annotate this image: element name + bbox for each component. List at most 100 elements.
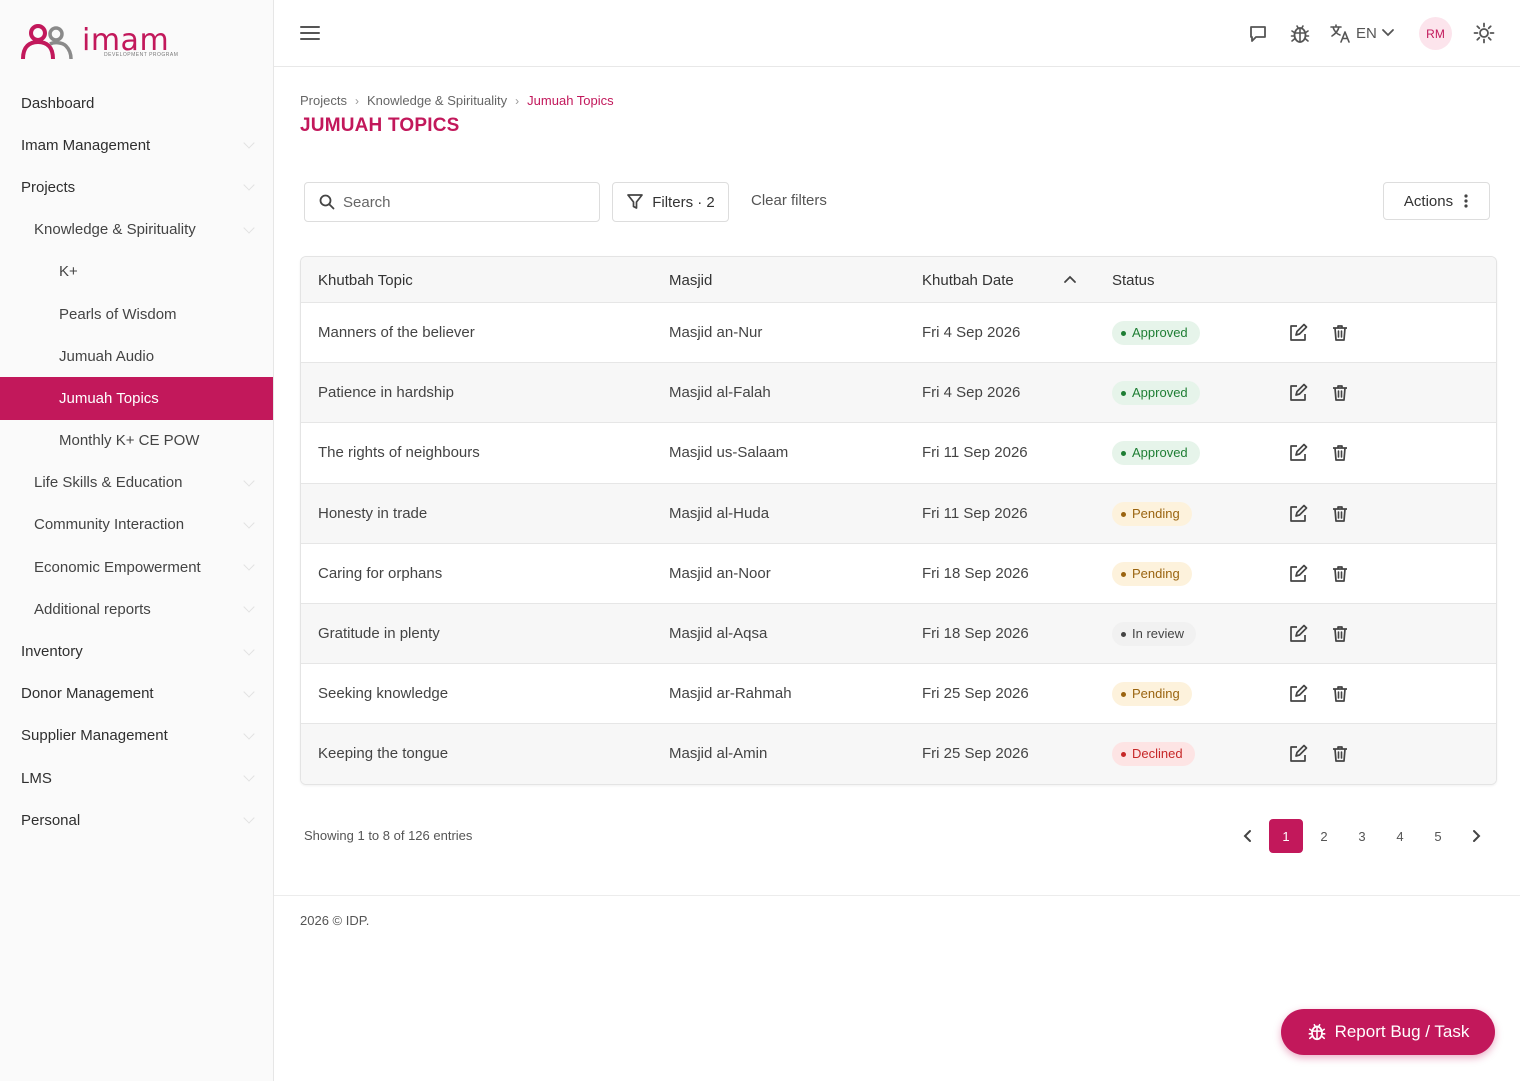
sidebar-item-k[interactable]: K+ — [0, 251, 273, 293]
sidebar-item-inventory[interactable]: Inventory — [0, 630, 273, 672]
cell-topic: Gratitude in plenty — [318, 624, 440, 642]
theme-toggle-button[interactable] — [1472, 21, 1496, 45]
breadcrumb-separator: › — [515, 93, 520, 108]
sidebar-item-projects[interactable]: Projects — [0, 166, 273, 208]
sidebar-item-label: Imam Management — [21, 136, 151, 154]
table-row[interactable]: Keeping the tongue Masjid al-Amin Fri 25 S… — [301, 724, 1496, 784]
sidebar-item-label: Pearls of Wisdom — [59, 305, 177, 323]
trash-icon[interactable] — [1330, 684, 1350, 704]
edit-icon[interactable] — [1288, 624, 1308, 644]
table-row[interactable]: The rights of neighbours Masjid us-Salaam… — [301, 423, 1496, 484]
language-label: EN — [1356, 24, 1377, 42]
search-input[interactable] — [343, 193, 573, 211]
cell-date: Fri 18 Sep 2026 — [922, 624, 1029, 642]
sidebar-item-label: Economic Empowerment — [34, 558, 201, 576]
sidebar-item-personal[interactable]: Personal — [0, 799, 273, 841]
sidebar-item-dashboard[interactable]: Dashboard — [0, 82, 273, 124]
sidebar-item-label: Inventory — [21, 643, 83, 661]
status-badge: Approved — [1112, 441, 1200, 466]
pagination-page-3[interactable]: 3 — [1358, 828, 1366, 844]
sidebar-item-label: LMS — [21, 769, 52, 787]
filters-button[interactable]: Filters · 2 — [612, 182, 729, 222]
sidebar-item-economic-empowerment[interactable]: Economic Empowerment — [0, 546, 273, 588]
trash-icon[interactable] — [1330, 624, 1350, 644]
report-bug-task-label: Report Bug / Task — [1334, 1022, 1470, 1041]
trash-icon[interactable] — [1330, 323, 1350, 343]
sidebar-item-donor-management[interactable]: Donor Management — [0, 673, 273, 715]
trash-icon[interactable] — [1330, 443, 1350, 463]
chat-button[interactable] — [1246, 22, 1270, 46]
sidebar-item-label: Additional reports — [34, 600, 151, 618]
column-header-masjid[interactable]: Masjid — [669, 272, 713, 289]
sidebar-item-label: Jumuah Topics — [59, 389, 159, 407]
sidebar-item-label: Donor Management — [21, 685, 154, 703]
pagination-next-button[interactable] — [1457, 819, 1495, 853]
sort-ascending-icon[interactable] — [1063, 274, 1077, 286]
pagination-page-1[interactable]: 1 — [1269, 819, 1303, 853]
sidebar-item-jumuah-topics[interactable]: Jumuah Topics — [0, 377, 273, 420]
cell-masjid: Masjid us-Salaam — [669, 444, 789, 462]
column-header-topic[interactable]: Khutbah Topic — [318, 272, 413, 289]
table-row[interactable]: Caring for orphans Masjid an-Noor Fri 18 S… — [301, 543, 1496, 604]
table-row[interactable]: Patience in hardship Masjid al-Falah Fri 4… — [301, 363, 1496, 424]
clear-filters-link[interactable]: Clear filters — [751, 192, 827, 209]
report-bug-task-button[interactable]: Report Bug / Task — [1281, 1009, 1495, 1055]
sidebar-item-imam-management[interactable]: Imam Management — [0, 124, 273, 166]
sun-icon — [1473, 22, 1495, 44]
logo-subtitle: DEVELOPMENT PROGRAM — [104, 52, 179, 58]
sidebar-item-pearls-of-wisdom[interactable]: Pearls of Wisdom — [0, 293, 273, 335]
status-badge: In review — [1112, 621, 1197, 646]
user-avatar[interactable]: RM — [1419, 17, 1452, 50]
hamburger-icon — [300, 26, 320, 40]
sidebar-item-additional-reports[interactable]: Additional reports — [0, 588, 273, 630]
trash-icon[interactable] — [1330, 744, 1350, 764]
cell-topic: Keeping the tongue — [318, 745, 449, 763]
table-row[interactable]: Seeking knowledge Masjid ar-Rahmah Fri 25 … — [301, 664, 1496, 725]
pagination-page-5[interactable]: 5 — [1434, 828, 1442, 844]
edit-icon[interactable] — [1288, 684, 1308, 704]
breadcrumb-projects[interactable]: Projects — [300, 93, 347, 108]
status-badge: Declined — [1112, 742, 1195, 767]
sidebar-item-life-skills-education[interactable]: Life Skills & Education — [0, 462, 273, 504]
bug-icon — [1308, 1023, 1326, 1041]
sidebar-item-community-interaction[interactable]: Community Interaction — [0, 504, 273, 546]
table-row[interactable]: Honesty in trade Masjid al-Huda Fri 11 Sep… — [301, 483, 1496, 544]
menu-toggle-button[interactable] — [300, 22, 320, 44]
trash-icon[interactable] — [1330, 383, 1350, 403]
edit-icon[interactable] — [1288, 443, 1308, 463]
pagination-page-4[interactable]: 4 — [1396, 828, 1404, 844]
pagination-prev-button[interactable] — [1229, 819, 1267, 853]
sidebar: imam DEVELOPMENT PROGRAM Dashboard Imam M… — [0, 0, 274, 1081]
pagination-page-2[interactable]: 2 — [1320, 828, 1328, 844]
edit-icon[interactable] — [1288, 564, 1308, 584]
trash-icon[interactable] — [1330, 504, 1350, 524]
bug-button[interactable] — [1287, 21, 1313, 47]
breadcrumb-knowledge-spirituality[interactable]: Knowledge & Spirituality — [366, 93, 508, 108]
logo-text: imam — [82, 23, 170, 58]
cell-masjid: Masjid al-Huda — [669, 504, 770, 522]
sidebar-item-monthly-k-ce-pow[interactable]: Monthly K+ CE POW — [0, 420, 273, 462]
cell-topic: Caring for orphans — [318, 564, 443, 582]
breadcrumb-separator: › — [354, 93, 359, 108]
table-row[interactable]: Gratitude in plenty Masjid al-Aqsa Fri 18 … — [301, 603, 1496, 665]
edit-icon[interactable] — [1288, 323, 1308, 343]
chevron-down-icon — [243, 559, 255, 571]
sidebar-item-knowledge-spirituality[interactable]: Knowledge & Spirituality — [0, 209, 273, 251]
app-logo[interactable]: imam DEVELOPMENT PROGRAM — [20, 20, 178, 62]
edit-icon[interactable] — [1288, 383, 1308, 403]
table-row[interactable]: Manners of the believer Masjid an-Nur Fri … — [301, 303, 1496, 364]
edit-icon[interactable] — [1288, 744, 1308, 764]
column-header-date[interactable]: Khutbah Date — [922, 272, 1014, 289]
sidebar-item-lms[interactable]: LMS — [0, 757, 273, 799]
sidebar-item-supplier-management[interactable]: Supplier Management — [0, 715, 273, 757]
sidebar-item-label: Projects — [21, 178, 76, 196]
sidebar-item-label: Knowledge & Spirituality — [34, 221, 196, 239]
trash-icon[interactable] — [1330, 564, 1350, 584]
edit-icon[interactable] — [1288, 504, 1308, 524]
cell-date: Fri 4 Sep 2026 — [922, 384, 1021, 402]
actions-button[interactable]: Actions — [1383, 182, 1490, 220]
language-selector[interactable]: EN — [1330, 20, 1395, 46]
sidebar-item-jumuah-audio[interactable]: Jumuah Audio — [0, 335, 273, 377]
copyright: 2026 © IDP. — [300, 913, 370, 928]
column-header-status[interactable]: Status — [1112, 272, 1155, 289]
